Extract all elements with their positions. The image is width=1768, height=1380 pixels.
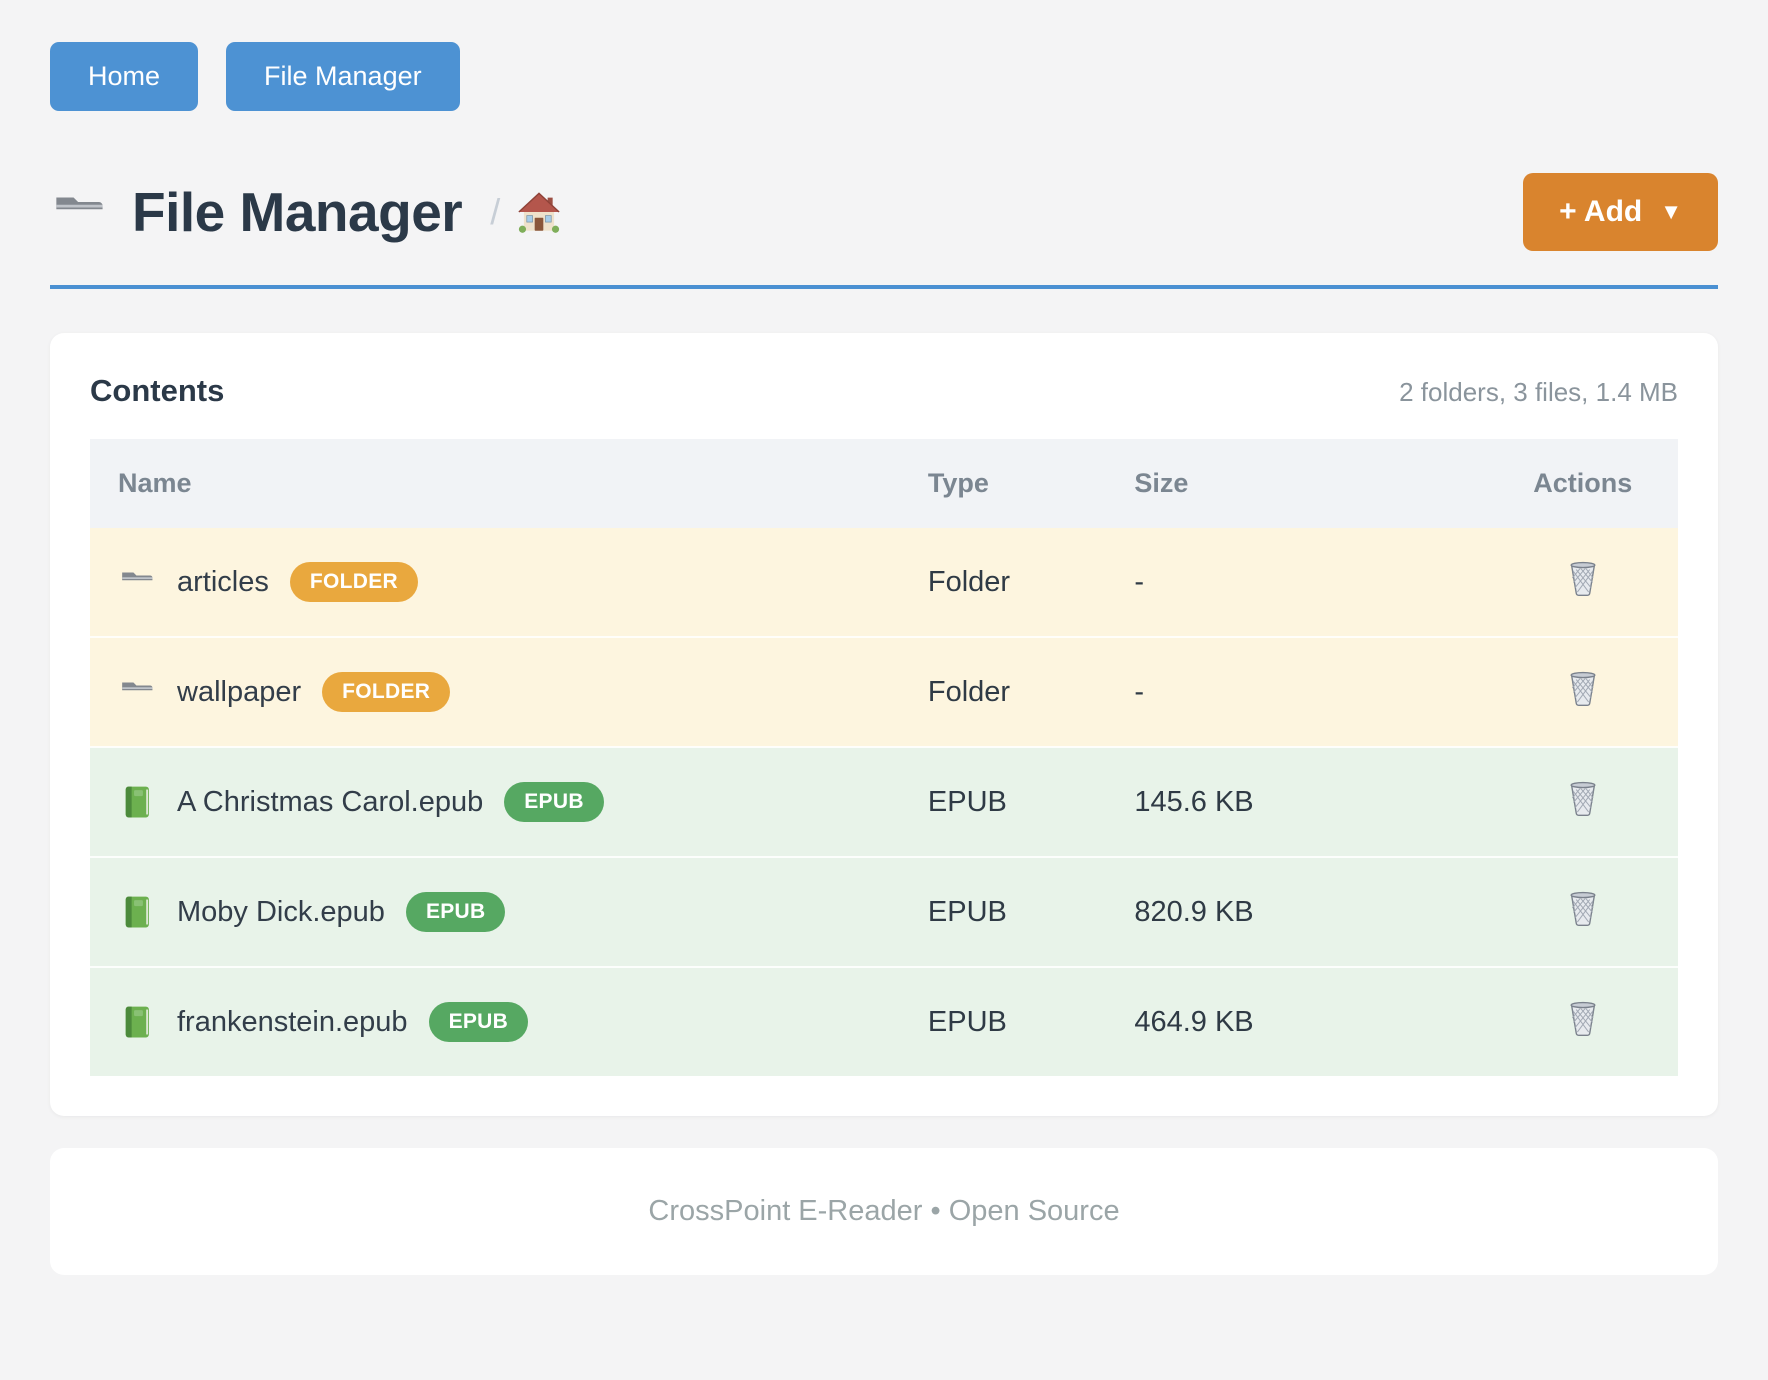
item-size: - — [1106, 636, 1488, 747]
add-button[interactable]: + Add ▼ — [1523, 173, 1718, 251]
nav-home-button[interactable]: Home — [50, 42, 199, 111]
epub-badge: EPUB — [405, 892, 506, 932]
delete-button[interactable] — [1565, 998, 1601, 1038]
item-name[interactable]: Moby Dick.epub — [177, 895, 385, 928]
title-group: File Manager / — [50, 180, 562, 244]
contents-card-header: Contents 2 folders, 3 files, 1.4 MB — [90, 373, 1678, 409]
trash-icon — [1565, 668, 1601, 708]
item-name-cell[interactable]: Moby Dick.epub EPUB — [118, 892, 872, 932]
page-title: File Manager — [132, 181, 463, 243]
item-name[interactable]: wallpaper — [177, 675, 302, 708]
table-row: Moby Dick.epub EPUB EPUB 820.9 KB — [90, 856, 1678, 967]
folder-icon — [118, 673, 156, 711]
table-row: wallpaper FOLDER Folder - — [90, 636, 1678, 747]
column-header-name: Name — [90, 439, 900, 528]
table-row: A Christmas Carol.epub EPUB EPUB 145.6 K… — [90, 746, 1678, 857]
folder-badge: FOLDER — [322, 672, 451, 712]
contents-heading: Contents — [90, 373, 225, 408]
trash-icon — [1565, 778, 1601, 818]
delete-button[interactable] — [1565, 888, 1601, 928]
item-size: 820.9 KB — [1106, 856, 1488, 967]
breadcrumb: / — [490, 189, 562, 235]
file-manager-page: Home File Manager File Manager / + Add ▼… — [50, 42, 1718, 1275]
item-type: EPUB — [899, 856, 1107, 967]
table-header-row: Name Type Size Actions — [90, 439, 1678, 528]
trash-icon — [1565, 558, 1601, 598]
delete-button[interactable] — [1565, 558, 1601, 598]
footer: CrossPoint E-Reader • Open Source — [50, 1148, 1718, 1275]
item-type: EPUB — [899, 966, 1107, 1076]
nav-file-manager-button[interactable]: File Manager — [226, 42, 460, 111]
top-nav: Home File Manager — [50, 42, 1718, 111]
item-size: - — [1106, 528, 1488, 637]
item-type: Folder — [899, 528, 1107, 637]
title-underline — [50, 285, 1718, 289]
folder-icon — [50, 183, 108, 241]
trash-icon — [1565, 888, 1601, 928]
item-size: 145.6 KB — [1106, 746, 1488, 857]
home-icon — [516, 189, 562, 235]
item-size: 464.9 KB — [1106, 966, 1488, 1076]
item-name-cell[interactable]: frankenstein.epub EPUB — [118, 1002, 872, 1042]
book-icon — [118, 893, 156, 931]
column-header-size: Size — [1106, 439, 1488, 528]
breadcrumb-separator: / — [490, 191, 501, 232]
delete-button[interactable] — [1565, 668, 1601, 708]
delete-button[interactable] — [1565, 778, 1601, 818]
contents-summary: 2 folders, 3 files, 1.4 MB — [1399, 377, 1678, 407]
table-row: frankenstein.epub EPUB EPUB 464.9 KB — [90, 966, 1678, 1076]
chevron-down-icon: ▼ — [1660, 199, 1682, 224]
item-name-cell[interactable]: wallpaper FOLDER — [118, 672, 872, 712]
item-type: Folder — [899, 636, 1107, 747]
column-header-actions: Actions — [1487, 439, 1678, 528]
folder-badge: FOLDER — [289, 562, 418, 602]
item-name[interactable]: frankenstein.epub — [177, 1005, 408, 1038]
breadcrumb-home-link[interactable] — [516, 189, 562, 235]
footer-text: CrossPoint E-Reader • Open Source — [648, 1195, 1120, 1227]
book-icon — [118, 783, 156, 821]
files-table: Name Type Size Actions articles FOLDER — [90, 439, 1678, 1076]
item-type: EPUB — [899, 746, 1107, 857]
page-header: File Manager / + Add ▼ — [50, 173, 1718, 251]
column-header-type: Type — [899, 439, 1107, 528]
epub-badge: EPUB — [504, 782, 604, 822]
trash-icon — [1565, 998, 1601, 1038]
table-row: articles FOLDER Folder - — [90, 528, 1678, 637]
item-name-cell[interactable]: articles FOLDER — [118, 562, 872, 602]
epub-badge: EPUB — [428, 1002, 529, 1042]
item-name[interactable]: articles — [177, 565, 269, 598]
item-name[interactable]: A Christmas Carol.epub — [177, 785, 484, 818]
book-icon — [118, 1003, 156, 1041]
contents-card: Contents 2 folders, 3 files, 1.4 MB Name… — [50, 333, 1718, 1116]
item-name-cell[interactable]: A Christmas Carol.epub EPUB — [118, 782, 872, 822]
add-button-label: + Add — [1559, 195, 1643, 228]
folder-icon — [118, 563, 156, 601]
